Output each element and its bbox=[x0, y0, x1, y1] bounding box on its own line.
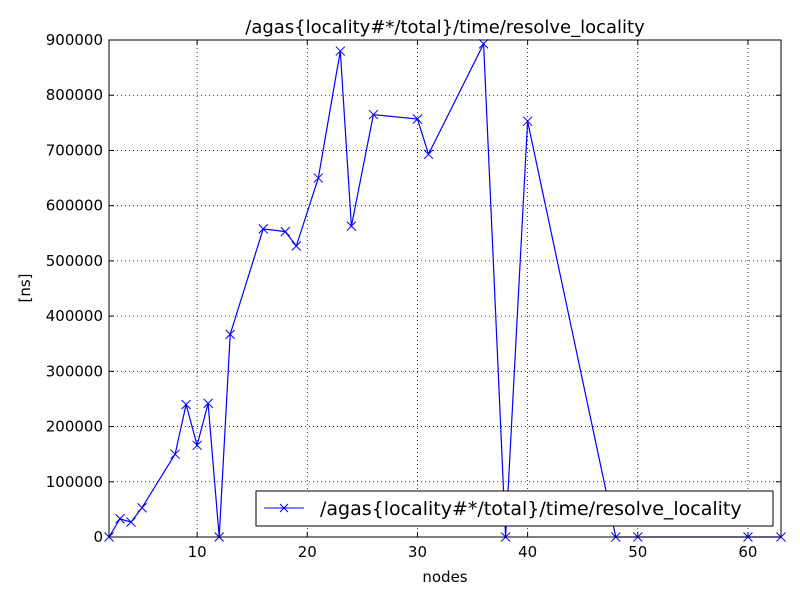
data-point-marker bbox=[192, 440, 202, 451]
data-point-marker bbox=[412, 114, 423, 124]
data-point-marker bbox=[115, 513, 125, 524]
data-point-marker bbox=[181, 399, 191, 410]
data-point-marker bbox=[313, 173, 324, 183]
chart-title: /agas{locality#*/total}/time/resolve_loc… bbox=[245, 17, 645, 38]
data-point-marker bbox=[137, 502, 147, 513]
y-tick-label: 400000 bbox=[46, 307, 103, 325]
y-axis-label: [ns] bbox=[16, 273, 34, 302]
data-point-marker bbox=[258, 224, 269, 234]
y-tick-label: 500000 bbox=[46, 252, 103, 270]
y-tick-label: 100000 bbox=[46, 473, 103, 491]
y-tick-label: 800000 bbox=[46, 86, 103, 104]
x-tick-label: 10 bbox=[188, 543, 207, 561]
plot-frame bbox=[108, 39, 782, 538]
x-tick-label: 40 bbox=[518, 543, 537, 561]
y-tick-label: 700000 bbox=[46, 141, 103, 159]
data-point-marker bbox=[478, 39, 489, 49]
legend-box bbox=[255, 490, 774, 527]
data-point-marker bbox=[423, 149, 434, 160]
data-point-marker bbox=[346, 221, 357, 231]
y-tick-label: 900000 bbox=[46, 31, 103, 49]
x-tick-label: 20 bbox=[298, 543, 317, 561]
data-point-marker bbox=[368, 109, 379, 120]
data-point-marker bbox=[522, 116, 533, 127]
legend: /agas{locality#*/total}/time/resolve_loc… bbox=[255, 490, 774, 527]
data-point-marker bbox=[170, 449, 180, 460]
y-tick-label: 300000 bbox=[46, 362, 103, 380]
x-tick-label: 30 bbox=[408, 543, 427, 561]
data-point-marker bbox=[126, 517, 136, 527]
y-tick-label: 600000 bbox=[46, 197, 103, 215]
data-point-marker bbox=[280, 226, 291, 237]
x-tick-label: 50 bbox=[628, 543, 647, 561]
x-axis-label: nodes bbox=[422, 568, 467, 586]
series-line bbox=[108, 41, 781, 538]
y-tick-label: 0 bbox=[93, 528, 103, 546]
y-tick-label: 200000 bbox=[46, 418, 103, 436]
data-point-marker bbox=[335, 46, 346, 56]
series-layer bbox=[104, 39, 786, 542]
legend-label: /agas{locality#*/total}/time/resolve_loc… bbox=[320, 498, 742, 520]
x-tick-label: 60 bbox=[738, 543, 757, 561]
tick-layer: 10 20 30 40 50 60 0 100000 200000 300000 400000 500… bbox=[46, 31, 781, 561]
legend-marker bbox=[279, 503, 289, 513]
data-point-marker bbox=[203, 398, 214, 409]
data-point-marker bbox=[291, 241, 302, 251]
data-point-marker bbox=[225, 329, 236, 340]
